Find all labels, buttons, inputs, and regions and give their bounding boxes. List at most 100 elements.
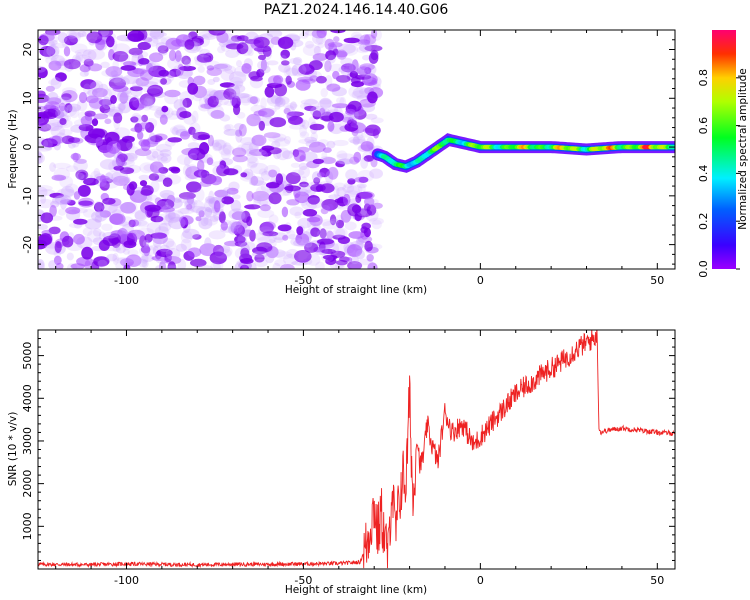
noise-blob (169, 125, 187, 135)
noise-blob (109, 213, 124, 225)
noise-blob (299, 124, 307, 137)
noise-blob (110, 209, 125, 222)
noise-blob (63, 35, 78, 46)
noise-blob (327, 42, 343, 48)
noise-blob (317, 229, 332, 239)
noise-blob (237, 233, 248, 247)
noise-blob (65, 183, 79, 193)
noise-blob (273, 75, 284, 85)
noise-blob (98, 83, 109, 96)
noise-blob (167, 58, 180, 70)
noise-blob (262, 231, 279, 237)
noise-blob (326, 83, 341, 92)
noise-blob (275, 96, 290, 105)
noise-blob (228, 84, 246, 94)
noise-blob (110, 70, 118, 77)
colorbar-label: Normalized spectral amplitude (737, 68, 749, 229)
noise-blob (209, 215, 219, 222)
noise-blob (66, 200, 76, 206)
noise-blob (139, 69, 154, 81)
noise-blob (183, 156, 191, 167)
noise-blob (143, 244, 151, 257)
noise-blob (289, 123, 305, 130)
noise-blob (191, 128, 199, 142)
noise-blob (360, 157, 369, 169)
noise-blob (214, 189, 231, 198)
noise-blob (233, 103, 241, 116)
noise-blob (68, 30, 81, 43)
noise-blob (295, 233, 310, 246)
noise-blob (356, 66, 371, 76)
noise-blob (182, 164, 192, 177)
noise-blob (117, 220, 129, 227)
noise-blob (258, 168, 268, 176)
noise-blob (109, 76, 122, 83)
noise-blob (225, 43, 244, 50)
noise-blob (145, 194, 158, 201)
noise-blob (78, 200, 93, 206)
noise-blob (274, 138, 291, 147)
noise-blob (93, 168, 101, 178)
noise-blob (69, 32, 84, 38)
noise-blob (180, 238, 192, 251)
noise-blob (38, 95, 52, 107)
noise-blob (219, 114, 231, 122)
noise-blob (246, 113, 261, 127)
noise-blob (234, 247, 250, 260)
noise-blob (328, 194, 341, 200)
noise-blob (302, 209, 318, 217)
noise-blob (91, 118, 99, 127)
noise-blob (75, 169, 89, 180)
noise-blob (47, 39, 58, 46)
noise-blob (291, 169, 305, 176)
noise-blob (38, 45, 55, 57)
noise-blob (312, 110, 322, 120)
noise-blob (119, 53, 131, 65)
noise-blob (62, 87, 77, 95)
noise-blob (247, 262, 257, 269)
noise-blob (189, 153, 198, 161)
noise-blob (176, 154, 193, 165)
noise-blob (102, 197, 116, 205)
noise-blob (269, 249, 286, 258)
noise-blob (309, 60, 323, 71)
noise-blob (123, 61, 137, 67)
noise-blob (360, 103, 376, 113)
noise-blob (63, 59, 81, 70)
noise-blob (138, 258, 148, 268)
noise-blob (131, 112, 142, 123)
noise-blob (54, 241, 62, 253)
noise-blob (259, 65, 271, 74)
x-tick-label: 0 (477, 574, 484, 587)
noise-blob (216, 62, 231, 70)
noise-blob (80, 174, 94, 185)
noise-blob (157, 153, 172, 164)
noise-blob (211, 111, 225, 117)
noise-blob (310, 227, 321, 237)
noise-blob (98, 99, 113, 106)
noise-blob (236, 35, 249, 42)
noise-blob (305, 197, 324, 209)
noise-blob (80, 115, 93, 126)
noise-blob (164, 89, 181, 98)
noise-blob (270, 94, 282, 104)
noise-blob (57, 32, 68, 44)
noise-blob (112, 175, 130, 186)
noise-blob (149, 56, 156, 68)
noise-blob (332, 227, 348, 239)
noise-blob (137, 41, 151, 51)
noise-blob (259, 221, 274, 234)
noise-blob (268, 192, 282, 205)
noise-blob (53, 255, 62, 265)
noise-blob (167, 137, 182, 143)
noise-blob (167, 261, 176, 269)
noise-blob (135, 77, 150, 87)
y-tick-label: -20 (21, 236, 34, 254)
noise-blob (196, 53, 212, 63)
noise-blob (76, 172, 85, 180)
noise-blob (358, 184, 366, 194)
noise-blob (250, 175, 259, 186)
noise-blob (70, 153, 82, 161)
noise-blob (204, 60, 220, 68)
noise-blob (141, 252, 149, 264)
